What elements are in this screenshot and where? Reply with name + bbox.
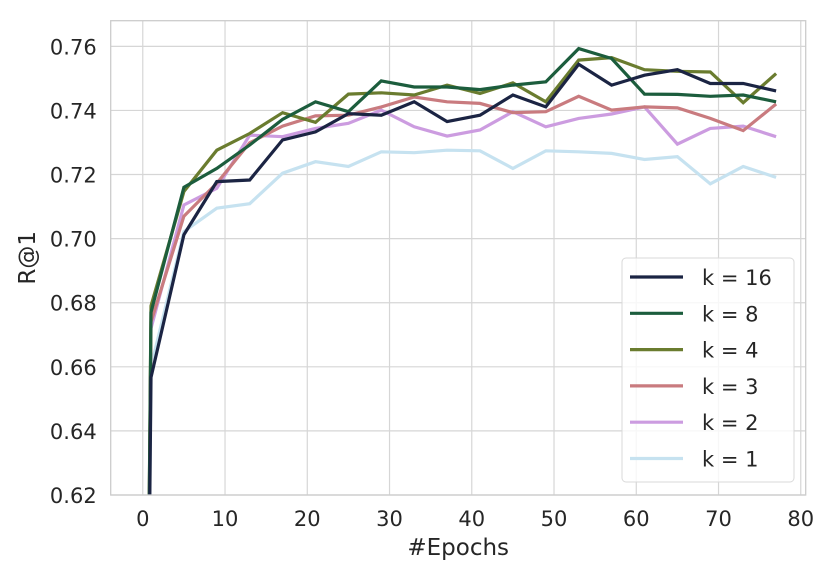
x-tick-label: 20 <box>294 507 321 531</box>
y-tick-label: 0.70 <box>50 228 97 252</box>
legend-label: k = 4 <box>702 339 758 363</box>
y-axis-ticks: 0.62 0.64 0.66 0.68 0.70 0.72 0.74 0.76 <box>50 35 97 508</box>
y-tick-label: 0.68 <box>50 292 97 316</box>
x-axis-label: #Epochs <box>407 535 509 561</box>
y-axis-label: R@1 <box>15 231 41 285</box>
series-line-k3 <box>147 94 778 495</box>
series-line-k1 <box>148 148 777 495</box>
legend-label: k = 16 <box>702 266 772 290</box>
y-tick-label: 0.62 <box>50 484 97 508</box>
legend-label: k = 8 <box>702 302 758 326</box>
y-tick-label: 0.64 <box>50 420 97 444</box>
x-tick-label: 60 <box>623 507 650 531</box>
x-tick-label: 50 <box>541 507 568 531</box>
x-tick-label: 70 <box>705 507 732 531</box>
legend-item: k = 2 <box>630 411 758 435</box>
legend-item: k = 3 <box>630 375 758 399</box>
x-axis-ticks: 0 10 20 30 40 50 60 70 80 <box>136 507 814 531</box>
legend: k = 16 k = 8 k = 4 k = 3 k = 2 k = 1 <box>621 257 795 483</box>
x-tick-label: 80 <box>787 507 814 531</box>
legend-item: k = 16 <box>630 266 772 290</box>
series-line-k8 <box>147 46 777 495</box>
series-lines <box>147 46 778 495</box>
y-tick-label: 0.74 <box>50 99 97 123</box>
y-tick-label: 0.76 <box>50 35 97 59</box>
plot-frame <box>110 20 807 496</box>
legend-label: k = 2 <box>702 411 758 435</box>
x-tick-label: 40 <box>458 507 485 531</box>
x-tick-label: 30 <box>376 507 403 531</box>
y-tick-label: 0.66 <box>50 356 97 380</box>
legend-item: k = 4 <box>630 339 758 363</box>
x-tick-label: 10 <box>212 507 239 531</box>
legend-label: k = 3 <box>702 375 758 399</box>
x-tick-label: 0 <box>136 507 149 531</box>
series-line-k16 <box>148 62 777 495</box>
legend-item: k = 1 <box>630 448 758 472</box>
y-tick-label: 0.72 <box>50 164 97 188</box>
legend-item: k = 8 <box>630 302 758 326</box>
legend-label: k = 1 <box>702 448 758 472</box>
